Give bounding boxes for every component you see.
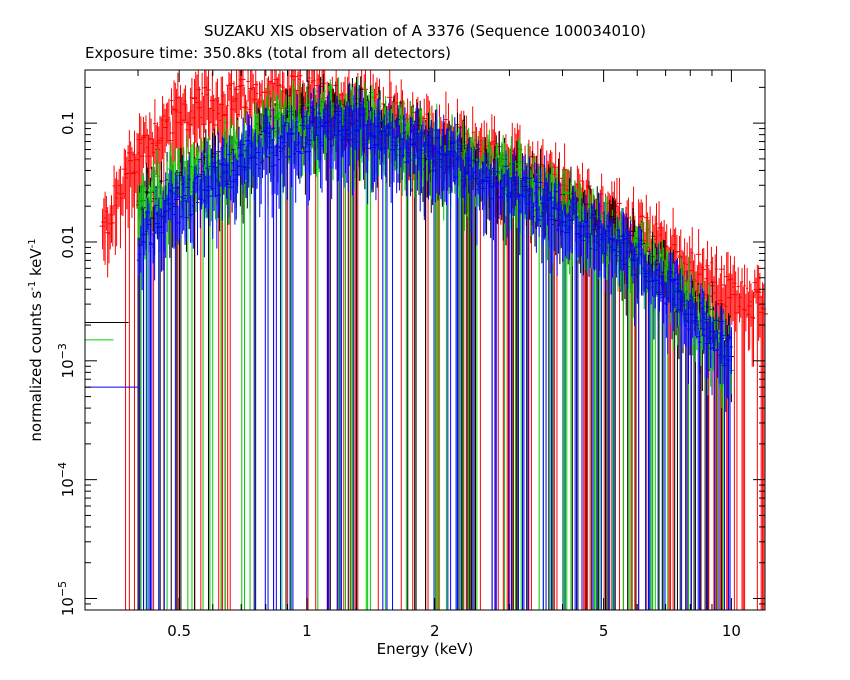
y-tick-label: 10−3 [56,343,77,378]
tick-layer: 0.5 1 2 5 10 0.1 0.01 10−3 10−4 10−5 [56,70,765,640]
y-tick-label-text: 10−4 [56,462,77,497]
series-4 [136,82,733,610]
x-tick-label: 1 [302,622,312,640]
x-tick-label: 10 [722,622,741,640]
plot-frame [84,69,766,611]
y-tick-label-text: 0.01 [59,225,77,258]
y-tick-label-text: 10−5 [56,581,77,616]
chart-subtitle: Exposure time: 350.8ks (total from all d… [85,44,452,62]
data-layer [85,70,768,610]
y-tick-label-text: 10−3 [56,343,77,378]
y-tick-label: 10−5 [56,581,77,616]
y-tick-label: 10−4 [56,462,77,497]
x-tick-label: 5 [599,622,609,640]
x-tick-label: 0.5 [167,622,191,640]
x-tick-label: 2 [430,622,440,640]
y-tick-label: 0.1 [59,111,77,135]
x-axis-label: Energy (keV) [376,640,474,658]
y-tick-label-text: 0.1 [59,111,77,135]
chart-title: SUZAKU XIS observation of A 3376 (Sequen… [204,22,646,40]
y-tick-label: 0.01 [59,225,77,258]
